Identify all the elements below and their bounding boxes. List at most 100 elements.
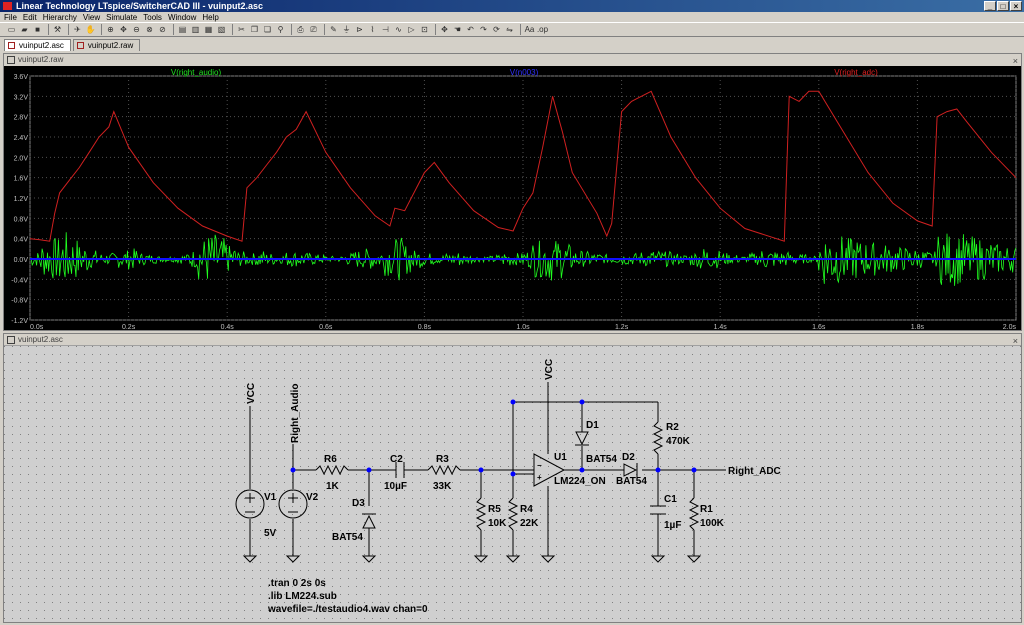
ground-icon[interactable]: ⏚ bbox=[342, 25, 351, 34]
move-icon[interactable]: ✥ bbox=[441, 25, 448, 34]
spice-directive-icon[interactable]: .op bbox=[536, 25, 549, 34]
halt-icon[interactable]: ✋ bbox=[85, 25, 96, 34]
schematic-canvas[interactable]: − + VCC Right_Aud bbox=[4, 346, 1021, 622]
trace-label-right-audio[interactable]: V(right_audio) bbox=[171, 68, 222, 77]
component-value: 1K bbox=[326, 481, 340, 492]
close-icon[interactable]: × bbox=[1012, 56, 1018, 66]
y-tick-label: 0.0V bbox=[14, 257, 29, 264]
resistor-r6 bbox=[315, 464, 349, 476]
menu-file[interactable]: File bbox=[4, 12, 17, 22]
component-value: 10µF bbox=[384, 481, 407, 492]
trace-label-n003[interactable]: V(n003) bbox=[510, 68, 539, 77]
zoom-out-icon[interactable]: ⊖ bbox=[133, 25, 140, 34]
redo-icon[interactable]: ↷ bbox=[480, 25, 487, 34]
spice-directive[interactable]: .lib LM224.sub bbox=[268, 591, 337, 602]
new-schematic-icon[interactable]: ▭ bbox=[7, 25, 16, 34]
pan-icon[interactable]: ✥ bbox=[120, 25, 127, 34]
wire-icon[interactable]: ✎ bbox=[330, 25, 337, 34]
waveform-window-title: vuinput2.raw bbox=[18, 55, 64, 64]
minimize-icon[interactable]: _ bbox=[984, 1, 996, 11]
paste-icon[interactable]: ❏ bbox=[263, 25, 272, 34]
wires bbox=[249, 382, 726, 556]
component-icon[interactable]: ⊡ bbox=[421, 25, 428, 34]
menu-edit[interactable]: Edit bbox=[22, 12, 37, 22]
diode-d2 bbox=[623, 463, 638, 477]
menu-help[interactable]: Help bbox=[202, 12, 219, 22]
schematic-icon bbox=[7, 336, 15, 344]
zoom-fit-icon[interactable]: ⊗ bbox=[146, 25, 153, 34]
ground-symbols bbox=[242, 555, 702, 563]
menu-simulate[interactable]: Simulate bbox=[106, 12, 138, 22]
toolbar-separator bbox=[324, 24, 325, 35]
save-icon[interactable]: ■ bbox=[35, 25, 40, 34]
toolbar-separator bbox=[520, 24, 521, 35]
cut-icon[interactable]: ✂ bbox=[238, 25, 245, 34]
y-tick-label: 3.2V bbox=[14, 94, 29, 101]
component-label: C1 bbox=[664, 494, 677, 505]
cascade-icon[interactable]: ▦ bbox=[204, 25, 213, 34]
toolbar-separator bbox=[101, 24, 102, 35]
label-net-icon[interactable]: ⊳ bbox=[356, 25, 363, 34]
x-tick-label: 0.6s bbox=[319, 324, 333, 330]
x-tick-label: 0.8s bbox=[418, 324, 432, 330]
x-tick-label: 1.6s bbox=[812, 324, 826, 330]
menu-tools[interactable]: Tools bbox=[143, 12, 162, 22]
zoom-in-icon[interactable]: ⊕ bbox=[107, 25, 114, 34]
component-value: 470K bbox=[666, 436, 691, 447]
mirror-icon[interactable]: ⇋ bbox=[506, 25, 513, 34]
x-tick-label: 1.0s bbox=[516, 324, 530, 330]
x-tick-label: 0.2s bbox=[122, 324, 136, 330]
tab-label: vuinput2.raw bbox=[87, 41, 134, 50]
inductor-icon[interactable]: ∿ bbox=[395, 25, 402, 34]
find-icon[interactable]: ⚲ bbox=[277, 25, 284, 34]
print-preview-icon[interactable]: ⎚ bbox=[310, 24, 317, 34]
autorange-icon[interactable]: ⊘ bbox=[159, 25, 166, 34]
menu-window[interactable]: Window bbox=[167, 12, 197, 22]
tile-vertical-icon[interactable]: ▥ bbox=[191, 25, 200, 34]
v2-source bbox=[278, 489, 308, 519]
audio-trace-group bbox=[29, 232, 1017, 286]
y-tick-label: 0.4V bbox=[14, 237, 29, 244]
undo-icon[interactable]: ↶ bbox=[467, 25, 474, 34]
component-value: 10K bbox=[488, 518, 507, 529]
menu-hierarchy[interactable]: Hierarchy bbox=[42, 12, 77, 22]
resistor-icon[interactable]: ⌇ bbox=[370, 25, 375, 34]
tab-vuinput2-asc[interactable]: vuinput2.asc bbox=[4, 39, 71, 51]
close-all-icon[interactable]: ▧ bbox=[217, 25, 226, 34]
junction-dots bbox=[290, 399, 697, 477]
waveform-plot[interactable]: 3.6V 3.2V 2.8V 2.4V 2.0V 1.6V 1.2V 0.8V 0.4V 0.0V… bbox=[4, 66, 1021, 330]
text-icon[interactable]: Aa bbox=[524, 25, 535, 34]
schematic-window: vuinput2.asc × bbox=[3, 333, 1022, 623]
close-icon[interactable]: × bbox=[1012, 336, 1018, 346]
spice-directive[interactable]: wavefile=./testaudio4.wav chan=0 bbox=[267, 604, 428, 615]
tab-label: vuinput2.asc bbox=[19, 41, 64, 50]
v1-source bbox=[235, 489, 265, 519]
component-label: C2 bbox=[390, 454, 403, 465]
document-tabs: vuinput2.asc vuinput2.raw bbox=[0, 38, 1024, 51]
tile-horizontal-icon[interactable]: ▤ bbox=[178, 25, 187, 34]
spice-directive[interactable]: .tran 0 2s 0s bbox=[268, 578, 326, 589]
close-icon[interactable]: × bbox=[1010, 1, 1022, 11]
net-label-vcc-opamp: VCC bbox=[544, 359, 555, 380]
resistor-r5 bbox=[475, 497, 487, 531]
menu-view[interactable]: View bbox=[82, 12, 101, 22]
control-panel-icon[interactable]: ⚒ bbox=[53, 25, 62, 34]
rotate-icon[interactable]: ⟳ bbox=[493, 25, 500, 34]
drag-icon[interactable]: ☚ bbox=[453, 25, 462, 34]
diode-icon[interactable]: ▷ bbox=[408, 25, 415, 34]
maximize-icon[interactable]: □ bbox=[997, 1, 1009, 11]
open-icon[interactable]: ▰ bbox=[21, 25, 28, 34]
y-axis-ticks: 3.6V 3.2V 2.8V 2.4V 2.0V 1.6V 1.2V 0.8V 0.4V 0.0V… bbox=[11, 74, 28, 325]
copy-icon[interactable]: ❐ bbox=[250, 25, 259, 34]
component-label: D1 bbox=[586, 420, 599, 431]
tab-vuinput2-raw[interactable]: vuinput2.raw bbox=[72, 39, 141, 51]
print-icon[interactable]: ⎙ bbox=[297, 24, 304, 34]
component-value: 33K bbox=[433, 481, 452, 492]
window-controls: _ □ × bbox=[984, 1, 1022, 11]
y-tick-label: 2.4V bbox=[14, 135, 29, 142]
trace-label-right-adc[interactable]: V(right_adc) bbox=[834, 68, 878, 77]
window-title: Linear Technology LTspice/SwitcherCAD II… bbox=[16, 1, 264, 11]
run-icon[interactable]: ✈ bbox=[74, 25, 81, 34]
x-tick-label: 0.4s bbox=[221, 324, 235, 330]
capacitor-icon[interactable]: ⊣ bbox=[382, 25, 389, 34]
